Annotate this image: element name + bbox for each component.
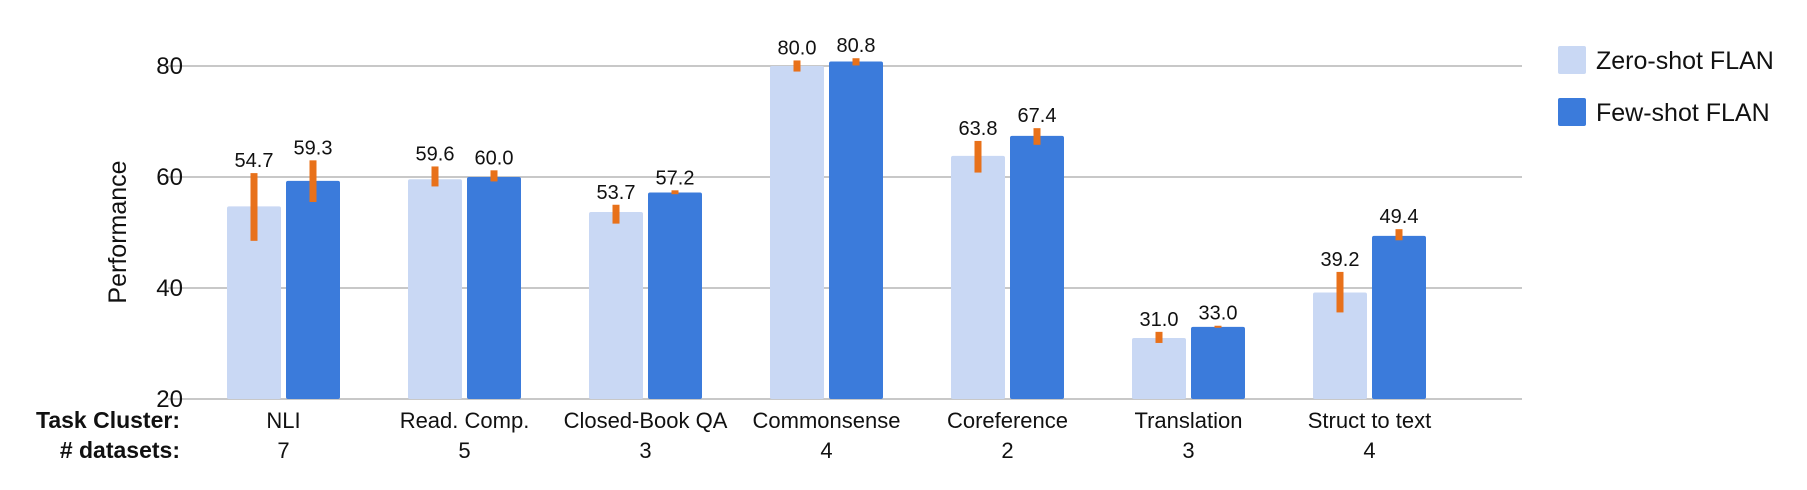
error-bar-few-shot-3	[852, 58, 860, 66]
category-label-1: Read. Comp.	[400, 408, 530, 433]
bar-few-shot-1	[467, 177, 521, 399]
data-label-few-shot-3: 80.8	[837, 35, 876, 57]
data-labels: 54.7 59.3 59.6 60.0 53.7 57.2 80.0 80.8 63.8 67.4…	[235, 35, 1419, 331]
y-tick-label-40: 40	[156, 275, 183, 302]
bar-few-shot-4	[1010, 135, 1064, 399]
category-label-4: Coreference	[947, 408, 1068, 433]
legend-label-zero-shot: Zero-shot FLAN	[1596, 47, 1774, 75]
category-label-2: Closed-Book QA	[564, 408, 728, 433]
legend-label-few-shot: Few-shot FLAN	[1596, 99, 1770, 127]
data-label-zero-shot-3: 80.0	[778, 37, 817, 59]
data-label-few-shot-4: 67.4	[1018, 105, 1057, 127]
y-tick-label-80: 80	[156, 53, 183, 80]
error-bar-zero-shot-5	[1155, 331, 1163, 343]
category-labels: NLI 7 Read. Comp. 5 Closed-Book QA 3 Commonsen…	[266, 408, 1431, 463]
data-label-few-shot-6: 49.4	[1380, 206, 1419, 228]
bar-few-shot-3	[829, 61, 883, 400]
dataset-count-2: 3	[639, 438, 651, 463]
legend-swatch-zero-shot	[1558, 46, 1586, 74]
bar-zero-shot-1	[408, 179, 462, 399]
error-bar-few-shot-2	[671, 190, 679, 195]
category-label-0: NLI	[266, 408, 300, 433]
legend-swatch-few-shot	[1558, 98, 1586, 126]
data-label-few-shot-2: 57.2	[656, 167, 695, 189]
error-bar-few-shot-5	[1214, 325, 1222, 328]
error-bar-few-shot-0	[309, 160, 317, 202]
error-bar-zero-shot-4	[974, 140, 982, 173]
error-bar-zero-shot-0	[250, 173, 258, 241]
data-label-zero-shot-5: 31.0	[1140, 309, 1179, 331]
dataset-count-0: 7	[277, 438, 289, 463]
error-bars	[250, 58, 1403, 343]
category-label-6: Struct to text	[1308, 408, 1432, 433]
data-label-zero-shot-2: 53.7	[597, 182, 636, 204]
category-label-5: Translation	[1134, 408, 1242, 433]
category-label-3: Commonsense	[753, 408, 901, 433]
error-bar-zero-shot-2	[612, 204, 620, 224]
data-label-zero-shot-6: 39.2	[1321, 249, 1360, 271]
dataset-count-6: 4	[1363, 438, 1375, 463]
bar-few-shot-5	[1191, 326, 1245, 399]
error-bar-few-shot-1	[490, 170, 498, 182]
row-label-datasets: # datasets:	[60, 437, 180, 463]
error-bar-few-shot-4	[1033, 128, 1041, 145]
dataset-count-3: 4	[820, 438, 832, 463]
dataset-count-5: 3	[1182, 438, 1194, 463]
error-bar-zero-shot-1	[431, 166, 439, 187]
error-bar-zero-shot-3	[793, 60, 801, 72]
dataset-count-1: 5	[458, 438, 470, 463]
row-label-task-cluster: Task Cluster:	[36, 407, 180, 433]
bar-zero-shot-0	[227, 206, 281, 399]
data-label-few-shot-0: 59.3	[294, 137, 333, 159]
bar-zero-shot-3	[770, 66, 824, 399]
dataset-count-4: 2	[1001, 438, 1013, 463]
data-label-few-shot-5: 33.0	[1199, 303, 1238, 325]
bar-few-shot-2	[648, 192, 702, 399]
bar-few-shot-0	[286, 180, 340, 399]
bar-zero-shot-4	[951, 155, 1005, 399]
bar-zero-shot-5	[1132, 337, 1186, 399]
y-axis-label: Performance	[104, 160, 132, 303]
bar-zero-shot-6	[1313, 292, 1367, 399]
y-tick-label-60: 60	[156, 164, 183, 191]
data-label-zero-shot-4: 63.8	[959, 118, 998, 140]
legend: Zero-shot FLAN Few-shot FLAN	[1558, 46, 1774, 127]
data-label-zero-shot-1: 59.6	[416, 143, 455, 165]
error-bar-zero-shot-6	[1336, 271, 1344, 313]
bars	[227, 61, 1426, 400]
bar-zero-shot-2	[589, 211, 643, 399]
data-label-few-shot-1: 60.0	[475, 147, 514, 169]
y-tick-label-20: 20	[156, 386, 183, 413]
y-axis-ticks: 20 40 60 80	[156, 53, 183, 413]
error-bar-few-shot-6	[1395, 229, 1403, 241]
bar-few-shot-6	[1372, 235, 1426, 399]
data-label-zero-shot-0: 54.7	[235, 150, 274, 172]
